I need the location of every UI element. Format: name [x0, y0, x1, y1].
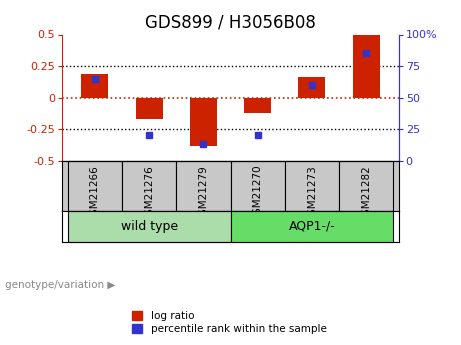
Bar — [353, 34, 380, 98]
Text: GSM21279: GSM21279 — [198, 165, 208, 221]
Text: GSM21282: GSM21282 — [361, 165, 371, 221]
Text: wild type: wild type — [120, 220, 177, 233]
Text: GSM21273: GSM21273 — [307, 165, 317, 221]
Text: GSM21270: GSM21270 — [253, 165, 263, 221]
Bar — [244, 98, 271, 113]
Legend: log ratio, percentile rank within the sample: log ratio, percentile rank within the sa… — [130, 309, 329, 336]
Bar — [68, 161, 122, 211]
Bar — [230, 211, 393, 241]
Text: GSM21276: GSM21276 — [144, 165, 154, 221]
Title: GDS899 / H3056B08: GDS899 / H3056B08 — [145, 13, 316, 31]
Text: GSM21266: GSM21266 — [90, 165, 100, 221]
Bar — [122, 161, 176, 211]
Text: genotype/variation ▶: genotype/variation ▶ — [5, 280, 115, 289]
Bar — [190, 98, 217, 146]
Bar — [81, 73, 108, 98]
Bar — [285, 161, 339, 211]
Bar — [136, 98, 163, 119]
Bar — [176, 161, 230, 211]
Bar — [68, 211, 230, 241]
Bar — [298, 77, 325, 98]
Bar — [230, 161, 285, 211]
Text: AQP1-/-: AQP1-/- — [289, 220, 335, 233]
Bar — [339, 161, 393, 211]
